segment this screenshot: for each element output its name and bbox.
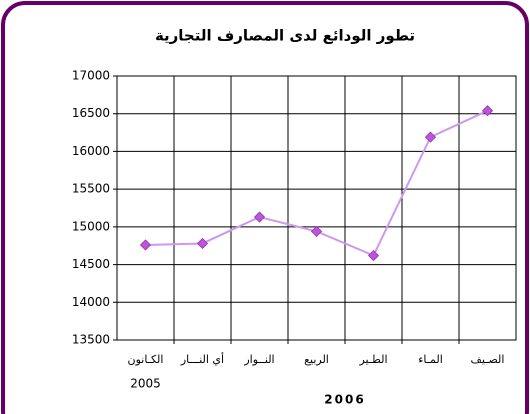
x-tick-label: الربيع bbox=[304, 353, 329, 366]
marker bbox=[367, 249, 380, 262]
y-tick-label: 13500 bbox=[72, 333, 110, 347]
marker bbox=[253, 211, 266, 223]
marker bbox=[310, 225, 323, 237]
y-tick-label: 16000 bbox=[72, 144, 110, 158]
plot-area bbox=[116, 75, 517, 341]
x-tick-label: الطـير bbox=[358, 353, 387, 366]
y-tick-label: 14500 bbox=[72, 257, 110, 271]
x-tick-label: الكـانون bbox=[128, 353, 164, 366]
y-tick-label: 17000 bbox=[72, 69, 110, 83]
marker bbox=[196, 237, 209, 250]
y-tick-label: 15000 bbox=[72, 219, 110, 233]
x-tick-label: الصـيف bbox=[471, 353, 505, 366]
x-group-label: 2006 bbox=[324, 393, 365, 407]
x-tick-label: المـاء bbox=[418, 353, 443, 366]
x-tick-label: النــوار bbox=[243, 353, 274, 366]
x-tick-label: أي النـــار bbox=[180, 352, 224, 366]
marker bbox=[481, 105, 494, 117]
y-tick-label: 15500 bbox=[72, 182, 110, 196]
x-group-label: 2005 bbox=[130, 377, 161, 391]
marker bbox=[139, 239, 152, 251]
chart-title: تطور الودائع لدى المصارف التجارية bbox=[155, 27, 415, 45]
y-tick-label: 14000 bbox=[72, 295, 110, 309]
y-tick-label: 16500 bbox=[72, 106, 110, 120]
marker bbox=[424, 131, 437, 143]
